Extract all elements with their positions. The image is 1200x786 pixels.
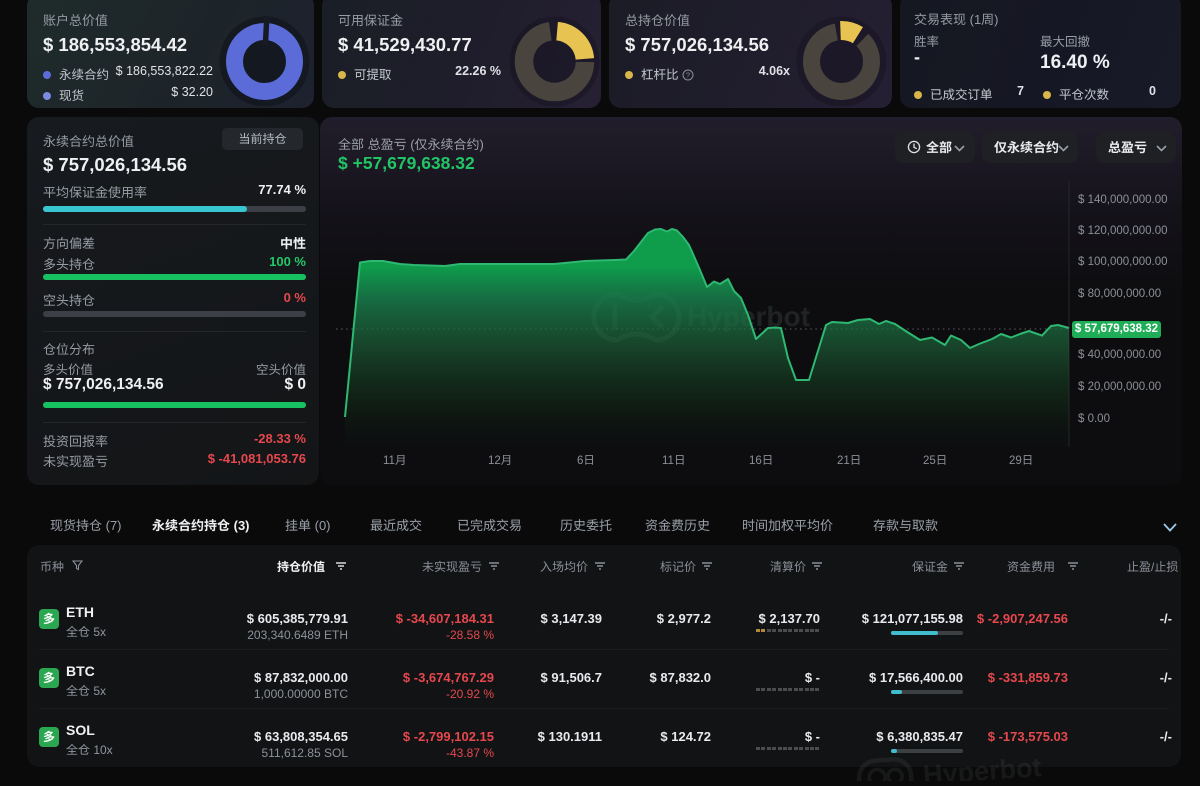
svg-text:?: ?: [686, 71, 690, 80]
svg-text:Hyperbot: Hyperbot: [922, 752, 1042, 781]
